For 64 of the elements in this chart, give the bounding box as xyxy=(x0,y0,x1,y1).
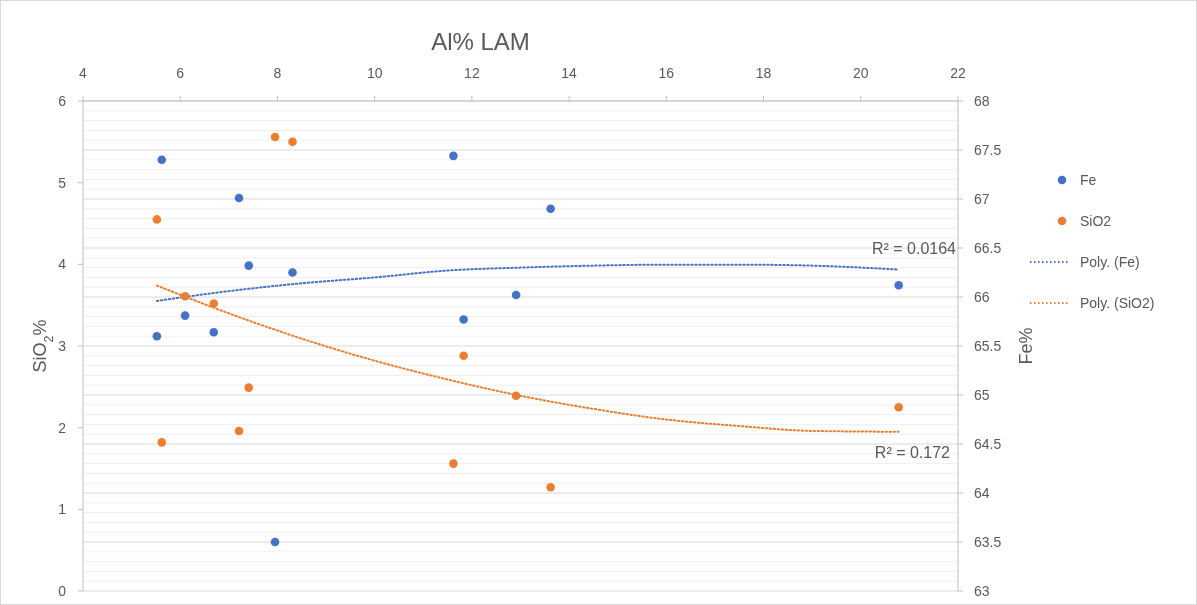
x-tick-label: 22 xyxy=(950,65,966,81)
point xyxy=(546,482,555,492)
y2-tick-label: 67 xyxy=(974,191,990,207)
legend-label: SiO2 xyxy=(1080,213,1112,229)
y2-tick-label: 64 xyxy=(974,485,990,501)
y-tick-label: 5 xyxy=(58,174,67,191)
point xyxy=(449,151,458,161)
y-tick-label: 2 xyxy=(58,419,67,436)
point xyxy=(894,280,903,290)
point xyxy=(244,261,254,270)
point xyxy=(459,351,468,361)
point xyxy=(270,132,280,142)
point xyxy=(157,155,167,165)
point xyxy=(152,215,162,224)
point xyxy=(511,391,521,401)
point xyxy=(894,402,903,412)
point xyxy=(288,137,297,147)
line-series xyxy=(155,263,900,302)
annotation: R² = 0.172 xyxy=(874,444,951,461)
y-tick-label: 6 xyxy=(58,93,67,109)
point xyxy=(180,311,190,320)
chart-title: Al% LAM xyxy=(431,28,530,55)
y2-tick-label: 65 xyxy=(974,387,990,403)
point xyxy=(511,290,521,300)
x-tick-label: 4 xyxy=(79,65,88,81)
y2-axis-title: Fe% xyxy=(1016,327,1036,365)
x-tick-label: 14 xyxy=(561,65,578,81)
point xyxy=(546,204,555,214)
legend-label: Fe xyxy=(1080,172,1097,188)
legend-label: Poly. (Fe) xyxy=(1080,254,1140,270)
y-tick-label: 0 xyxy=(58,583,67,599)
x-tick-label: 20 xyxy=(852,65,869,81)
point xyxy=(209,327,219,337)
y2-tick-label: 66.5 xyxy=(974,240,1002,256)
point xyxy=(234,426,244,436)
y2-tick-label: 63.5 xyxy=(974,534,1002,550)
y-tick-label: 1 xyxy=(58,501,67,518)
x-tick-label: 18 xyxy=(755,65,772,81)
point xyxy=(459,315,468,324)
point xyxy=(234,193,244,203)
annotation: R² = 0.0164 xyxy=(871,240,957,257)
y2-tick-label: 68 xyxy=(974,93,990,109)
y2-tick-label: 67.5 xyxy=(974,142,1002,158)
x-tick-label: 10 xyxy=(366,65,383,81)
point xyxy=(209,299,219,308)
y2-tick-label: 63 xyxy=(974,583,990,599)
point xyxy=(244,383,254,392)
line-series xyxy=(155,284,900,433)
x-tick-label: 12 xyxy=(464,65,480,81)
y2-tick-label: 66 xyxy=(974,289,990,305)
x-tick-label: 8 xyxy=(273,65,282,81)
point xyxy=(449,459,458,468)
legend-label: Poly. (SiO2) xyxy=(1080,295,1155,311)
y2-tick-label: 65.5 xyxy=(974,338,1002,354)
point xyxy=(180,291,190,301)
y-tick-label: 4 xyxy=(58,256,67,273)
point xyxy=(288,268,297,277)
x-tick-label: 16 xyxy=(658,65,675,81)
y2-tick-label: 64.5 xyxy=(974,436,1002,452)
point xyxy=(152,331,162,341)
point xyxy=(270,537,280,547)
point xyxy=(157,438,167,447)
x-tick-label: 6 xyxy=(176,65,185,81)
y-tick-label: 3 xyxy=(58,338,67,354)
